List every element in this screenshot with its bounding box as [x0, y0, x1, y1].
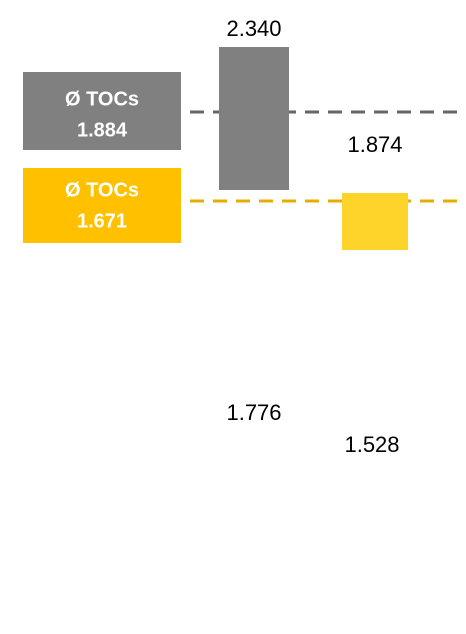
value-label: 2.340 [226, 16, 281, 41]
badge-value: 1.884 [77, 119, 128, 141]
badge-title: Ø TOCs [65, 179, 139, 201]
value-label: 1.776 [226, 400, 281, 425]
gray-badge [23, 72, 181, 150]
value-label: 1.874 [347, 132, 402, 157]
value-label: 1.528 [344, 432, 399, 457]
badge-title: Ø TOCs [65, 88, 139, 110]
gray-bar [219, 47, 289, 190]
yellow-bar [342, 193, 408, 250]
badge-value: 1.671 [77, 210, 127, 232]
yellow-badge [23, 168, 181, 243]
